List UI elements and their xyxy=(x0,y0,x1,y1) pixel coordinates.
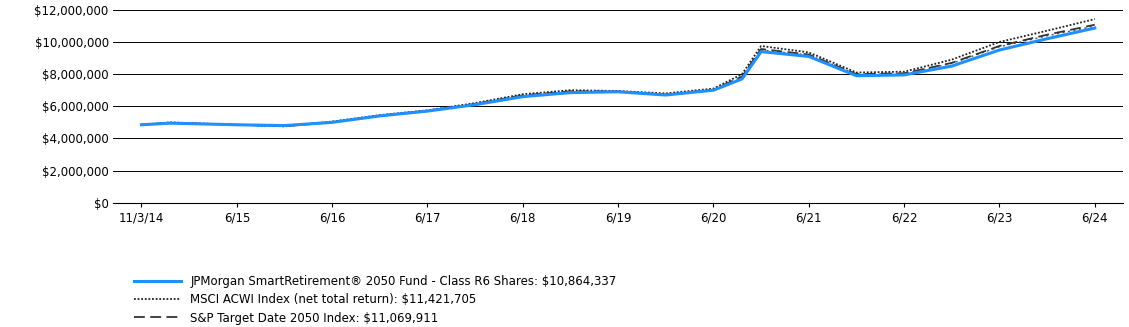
Legend: JPMorgan SmartRetirement® 2050 Fund - Class R6 Shares: $10,864,337, MSCI ACWI In: JPMorgan SmartRetirement® 2050 Fund - Cl… xyxy=(129,270,621,327)
